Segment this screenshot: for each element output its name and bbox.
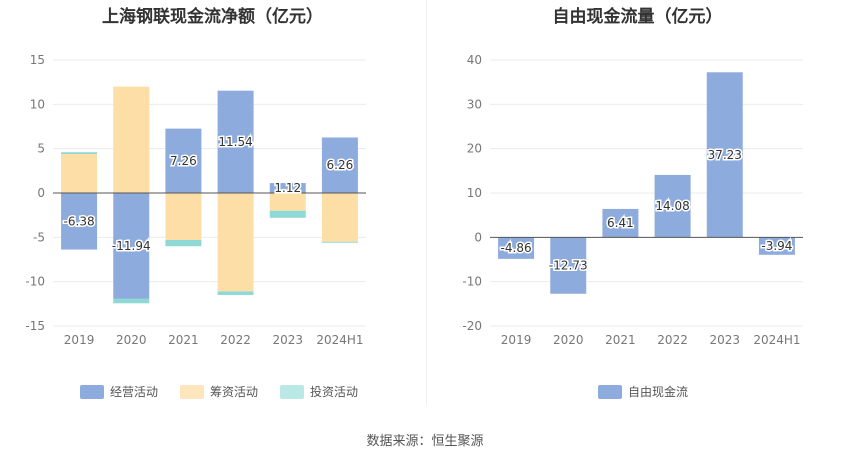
data-label: 6.26 [327, 158, 354, 172]
panel-divider [426, 0, 427, 405]
x-tick-label: 2024H1 [753, 333, 800, 347]
data-label: -3.94 [761, 239, 792, 253]
bar [165, 128, 202, 193]
x-tick-label: 2022 [220, 333, 251, 347]
x-tick-label: 2022 [657, 333, 688, 347]
bar [113, 86, 150, 193]
bar [269, 183, 306, 193]
y-tick-label: 10 [30, 97, 45, 111]
y-tick-label: 0 [37, 186, 45, 200]
y-tick-label: 40 [467, 53, 482, 67]
data-label: -12.73 [549, 259, 588, 273]
bar [113, 193, 150, 299]
legend-label-free-cash-flow: 自由现金流 [628, 385, 689, 399]
bar [706, 72, 743, 238]
legend-item-operating[interactable]: 经营活动 [80, 383, 158, 400]
y-tick-label: -10 [25, 275, 45, 289]
x-tick-label: 2023 [272, 333, 303, 347]
x-tick-label: 2019 [501, 333, 532, 347]
bar [321, 241, 358, 243]
legend-label-financing: 筹资活动 [210, 385, 259, 399]
bar [217, 291, 254, 295]
bar [269, 193, 306, 211]
data-label: 37.23 [708, 148, 742, 162]
bar [61, 193, 98, 250]
y-tick-label: -10 [462, 275, 482, 289]
bar [217, 90, 254, 193]
data-label: 11.54 [218, 135, 252, 149]
data-label: 14.08 [655, 199, 689, 213]
legend-cash-flow: 经营活动 筹资活动 投资活动 [80, 383, 358, 400]
bar [321, 137, 358, 193]
x-tick-label: 2021 [605, 333, 636, 347]
bar [269, 210, 306, 218]
x-tick-label: 2020 [116, 333, 147, 347]
legend-label-investing: 投资活动 [310, 385, 359, 399]
bar [165, 239, 202, 247]
data-source-note: 数据来源：恒生聚源 [366, 434, 484, 449]
chart-title-free-cash-flow: 自由现金流量（亿元） [552, 7, 723, 27]
x-tick-label: 2023 [709, 333, 740, 347]
y-tick-label: 0 [474, 230, 482, 244]
legend-label-operating: 经营活动 [110, 385, 159, 399]
x-tick-label: 2020 [553, 333, 584, 347]
y-tick-label: 5 [37, 142, 45, 156]
x-tick-label: 2019 [64, 333, 95, 347]
legend-swatch-investing [280, 384, 305, 399]
bar [321, 193, 358, 242]
x-tick-label: 2024H1 [316, 333, 363, 347]
legend-item-financing[interactable]: 筹资活动 [180, 383, 258, 400]
bar [113, 298, 150, 304]
y-tick-label: -20 [462, 319, 482, 333]
y-tick-label: -5 [33, 230, 45, 244]
bar [61, 152, 98, 154]
legend-item-investing[interactable]: 投资活动 [280, 383, 358, 400]
legend-swatch-financing [180, 384, 205, 399]
bar [654, 174, 691, 238]
bar [758, 237, 795, 255]
bar [602, 208, 639, 238]
data-label: 7.26 [170, 154, 197, 168]
data-label: -4.86 [501, 241, 532, 255]
y-tick-label: 20 [467, 142, 482, 156]
legend-swatch-free-cash-flow [598, 384, 622, 399]
y-tick-label: 30 [467, 97, 482, 111]
bar [217, 193, 254, 292]
y-tick-label: 15 [30, 53, 45, 67]
y-tick-label: 10 [467, 186, 482, 200]
x-tick-label: 2021 [168, 333, 199, 347]
chart-title-cash-flow: 上海钢联现金流净额（亿元） [102, 7, 323, 27]
y-tick-label: -15 [25, 319, 45, 333]
data-label: 6.41 [607, 216, 634, 230]
bar [165, 193, 202, 240]
data-label: -11.94 [112, 239, 151, 253]
bar [61, 153, 98, 193]
data-label: 1.12 [274, 181, 301, 195]
bar [498, 237, 535, 259]
data-label: -6.38 [64, 214, 95, 228]
legend-swatch-operating [80, 384, 104, 399]
legend-item-free-cash-flow[interactable]: 自由现金流 [598, 383, 688, 400]
bar [550, 237, 587, 294]
legend-free-cash-flow: 自由现金流 [598, 383, 688, 400]
